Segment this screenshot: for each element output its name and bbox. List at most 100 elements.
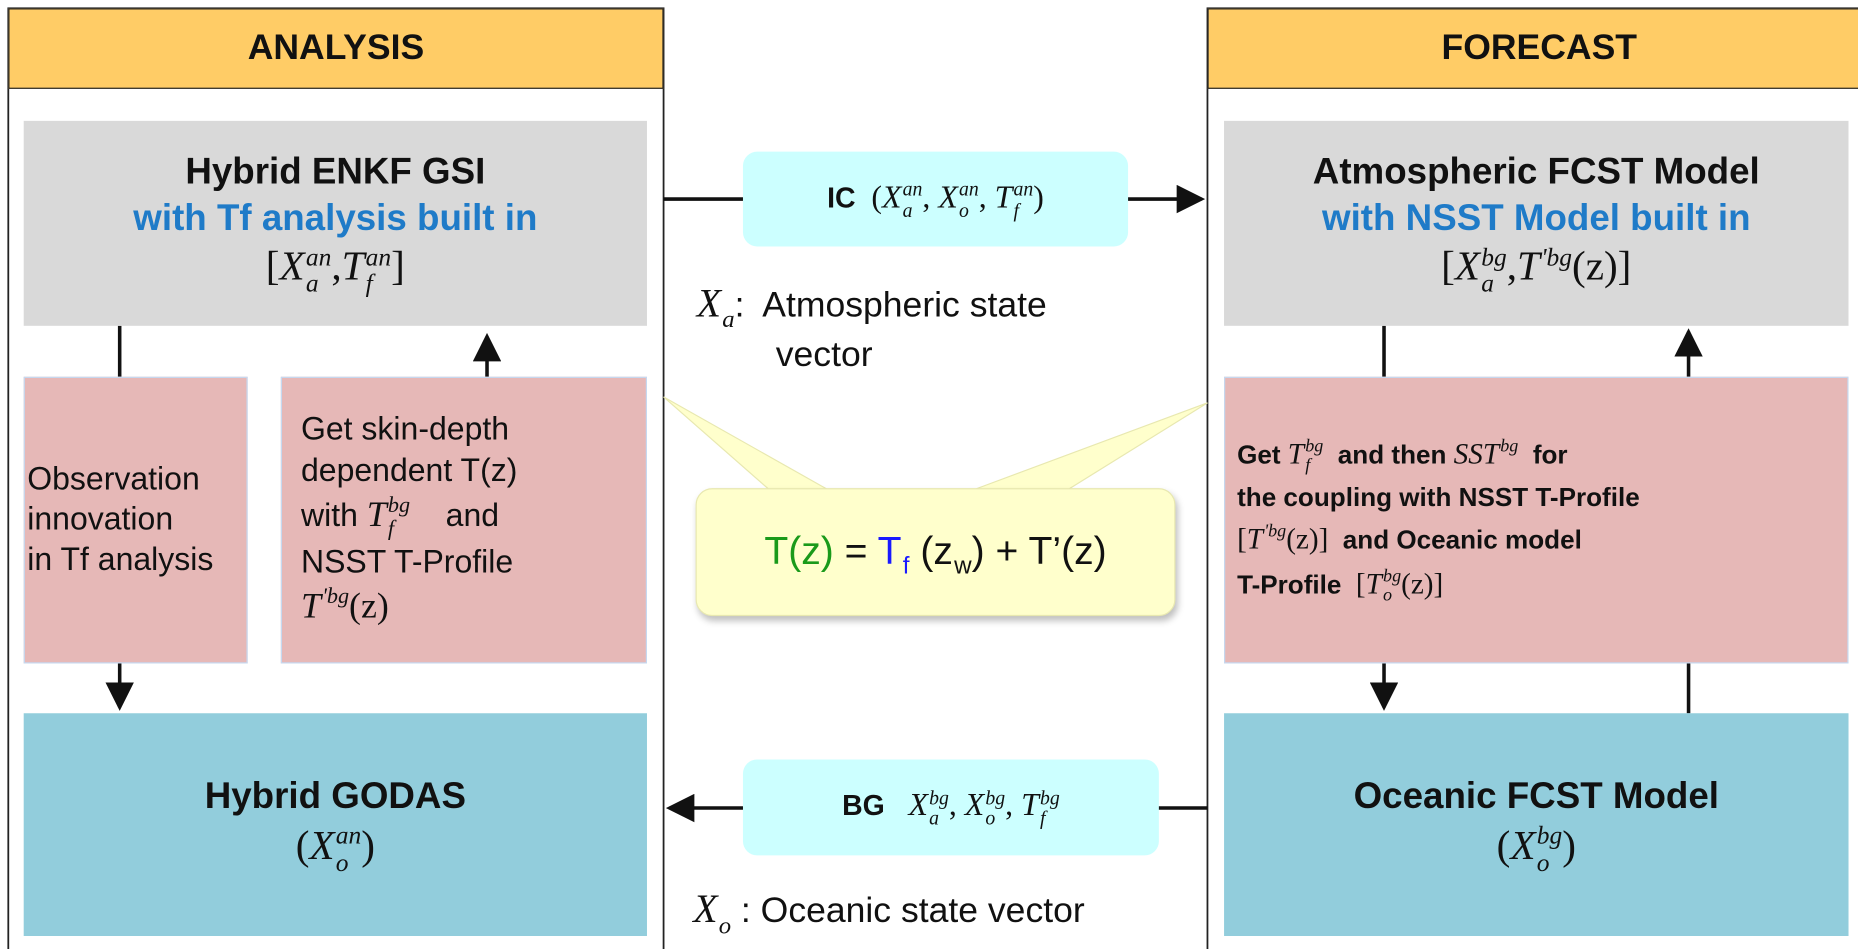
text-line: Get skin-depth [301,408,509,450]
math-base: T [994,178,1013,215]
label: and then [1323,439,1454,469]
formula: (X bg o) [1496,821,1576,875]
superscript: 'bg [1264,521,1287,542]
text-box: Hybrid ENKF GSI with Tf analysis built in… [23,120,647,326]
formula: (X an o) [295,821,375,875]
superscript: an [1013,177,1034,201]
text-line: X a: Atmospheric state [697,279,1047,333]
label: Hybrid GODAS [204,774,466,817]
math-text: ( [871,178,883,215]
scripts: bg o [1383,567,1401,606]
math-base: T [1021,787,1039,823]
superscript: bg [1536,821,1563,850]
math-base: X [309,821,335,868]
subscript: a [929,807,939,830]
formula: SST bg [1453,435,1519,470]
scripts: bg o [985,787,1005,828]
scripts: 'bg [1541,244,1572,298]
math-term: T'bg [1247,521,1287,555]
superscript [722,281,734,307]
scripts: bg a [1481,244,1506,298]
math-base: X [279,243,305,290]
math-text: ( [1496,821,1511,868]
math-text: ( [295,821,310,868]
scripts: bg f [1040,787,1060,828]
label: IC [827,182,872,215]
superscript [719,887,731,913]
superscript: bg [1039,786,1060,809]
scripts: an o [959,179,979,220]
math-text: [ [1355,568,1366,601]
math-text: , [922,178,939,215]
math-base: T [366,493,387,535]
math-term: X a [697,282,735,332]
text-line: dependent T(z) [301,450,517,492]
math-base: X [693,887,718,932]
superscript: an [335,821,362,850]
text-line: Observation [27,460,200,500]
formula: X a [697,282,735,332]
formula: [X an a ,T an f] [266,243,405,296]
text-line: Hybrid ENKF GSI [185,149,485,195]
text-line: NSST T-Profile [301,541,513,583]
subscript: o [335,847,349,877]
subscript: a [1481,269,1494,298]
label: in Tf analysis [27,541,214,577]
subscript: o [718,910,732,940]
formula: T'bg (z) [301,585,389,625]
math-term: T f [878,528,910,579]
text-box: X a: Atmospheric state vector [697,263,1195,393]
scripts: w [954,528,971,579]
text-line: T-Profile [T bg o (z)] [1237,563,1443,608]
math-text: ) [361,821,375,868]
superscript: bg [1500,435,1519,457]
superscript [954,528,971,553]
math-term: X o [693,887,731,938]
label: BG [842,790,909,823]
text-box: X o : Oceanic state vector [693,877,1203,948]
label: Get skin-depth [300,410,510,447]
text-line: (X bg o) [1497,819,1576,875]
callout-tail [663,396,832,492]
label: and [410,497,500,533]
math-text: (z)] [1286,523,1329,556]
text-line: T'bg (z) [301,582,389,631]
subscript [322,609,349,632]
scripts: an f [1014,179,1034,220]
math-text: ) [1562,821,1576,868]
text-line: in Tf analysis [27,540,213,580]
subscript: o [985,807,996,830]
formula: [T'bg (z)] [1237,521,1329,556]
label: and Oceanic model [1328,524,1582,555]
math-base: X [1510,821,1536,868]
math-text: , [331,243,342,290]
superscript: an [902,177,923,201]
math-text: (z) [349,584,389,626]
math-text: , [1005,787,1022,823]
superscript: 'bg [322,584,350,610]
superscript: bg [929,786,949,809]
scripts: bg a [929,787,949,828]
subscript: f [1013,198,1020,222]
formula: [X bg a ,T'bg (z)] [1441,243,1631,296]
subscript: a [305,269,319,298]
text-line: [X bg a ,T'bg (z)] [1441,241,1631,297]
text-line: vector [697,333,873,377]
subscript: o [958,198,969,222]
scripts: a [722,281,734,333]
label: with [300,497,367,533]
superscript: bg [985,786,1006,809]
superscript: bg [387,493,411,518]
math-text: (z [909,527,953,572]
text-line: innovation [27,500,173,540]
scripts: 'bg [322,585,349,632]
math-base: SST [1453,437,1500,470]
